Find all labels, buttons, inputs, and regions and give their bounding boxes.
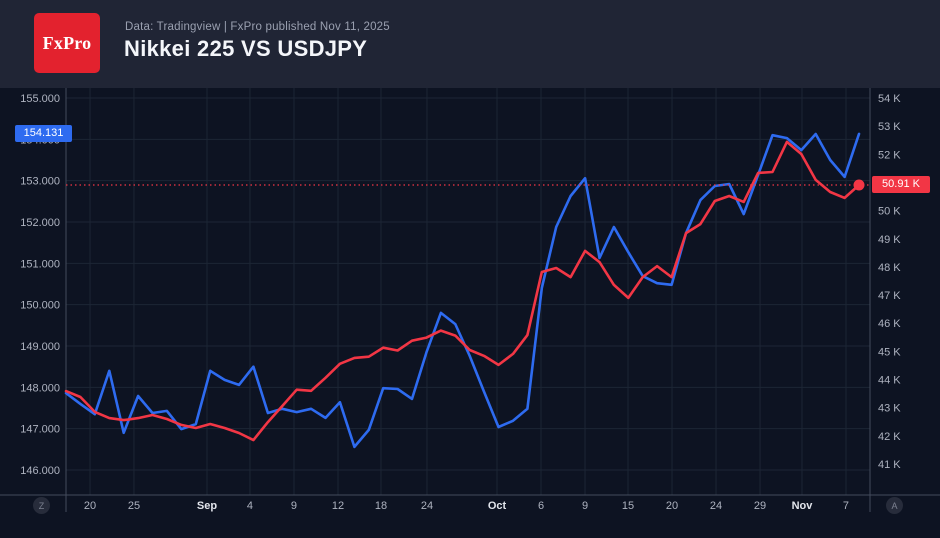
x-axis-day-label: 18	[375, 500, 387, 512]
x-axis-day-label: 20	[666, 500, 678, 512]
x-axis-month-label: Sep	[197, 500, 217, 512]
x-axis-day-label: 15	[622, 500, 634, 512]
right-axis-tick-label: 46 K	[878, 318, 901, 330]
x-axis-day-label: 12	[332, 500, 344, 512]
right-axis-tick-label: 45 K	[878, 346, 901, 358]
right-axis-tick-label: 44 K	[878, 375, 901, 387]
right-axis-tick-label: 48 K	[878, 262, 901, 274]
x-axis-month-label: Nov	[792, 500, 814, 512]
right-axis-tick-label: 43 K	[878, 403, 901, 415]
header-bar: FxPro Data: Tradingview | FxPro publishe…	[0, 0, 940, 88]
x-axis-day-label: 29	[754, 500, 766, 512]
x-axis-day-label: 9	[291, 500, 297, 512]
x-axis-day-label: 7	[843, 500, 849, 512]
page-title: Nikkei 225 VS USDJPY	[124, 36, 368, 61]
fxpro-logo: FxPro	[34, 13, 100, 73]
right-axis-tick-label: 54 K	[878, 93, 901, 105]
right-axis-tick-label: 50 K	[878, 206, 901, 218]
left-axis-tick-label: 146.000	[20, 465, 60, 477]
right-axis-tick-label: 53 K	[878, 121, 901, 133]
right-axis-tick-label: 42 K	[878, 431, 901, 443]
right-axis-tick-label: 49 K	[878, 234, 901, 246]
left-axis-tick-label: 152.000	[20, 217, 60, 229]
right-axis-tick-label: 47 K	[878, 290, 901, 302]
x-axis-day-label: 6	[538, 500, 544, 512]
left-axis-tick-label: 151.000	[20, 258, 60, 270]
x-axis-day-label: 25	[128, 500, 140, 512]
x-axis-day-label: 20	[84, 500, 96, 512]
last-price-dot	[853, 179, 865, 191]
left-axis-tick-label: 148.000	[20, 382, 60, 394]
fxpro-logo-text: FxPro	[42, 32, 92, 53]
usdjpy-last-price-badge: 154.131	[15, 125, 72, 143]
x-axis-day-label: 9	[582, 500, 588, 512]
left-axis-tick-label: 150.000	[20, 300, 60, 312]
x-axis-day-label: 24	[421, 500, 433, 512]
nikkei-225-line[interactable]	[64, 140, 861, 442]
right-axis-tick-label: 41 K	[878, 459, 901, 471]
x-axis-month-label: Oct	[488, 500, 507, 512]
usdjpy-line[interactable]	[64, 132, 861, 449]
x-axis-day-label: 24	[710, 500, 722, 512]
left-axis-tick-label: 149.000	[20, 341, 60, 353]
nikkei-last-price-badge: 50.91 K	[872, 176, 930, 194]
left-axis-tick-label: 153.000	[20, 176, 60, 188]
left-axis-tick-label: 155.000	[20, 93, 60, 105]
timezone-button[interactable]: Z	[33, 497, 50, 514]
source-attribution: Data: Tradingview | FxPro published Nov …	[125, 21, 390, 33]
x-axis-day-label: 4	[247, 500, 253, 512]
right-axis-tick-label: 52 K	[878, 149, 901, 161]
left-axis-tick-label: 147.000	[20, 424, 60, 436]
auto-scale-button[interactable]: A	[886, 497, 903, 514]
